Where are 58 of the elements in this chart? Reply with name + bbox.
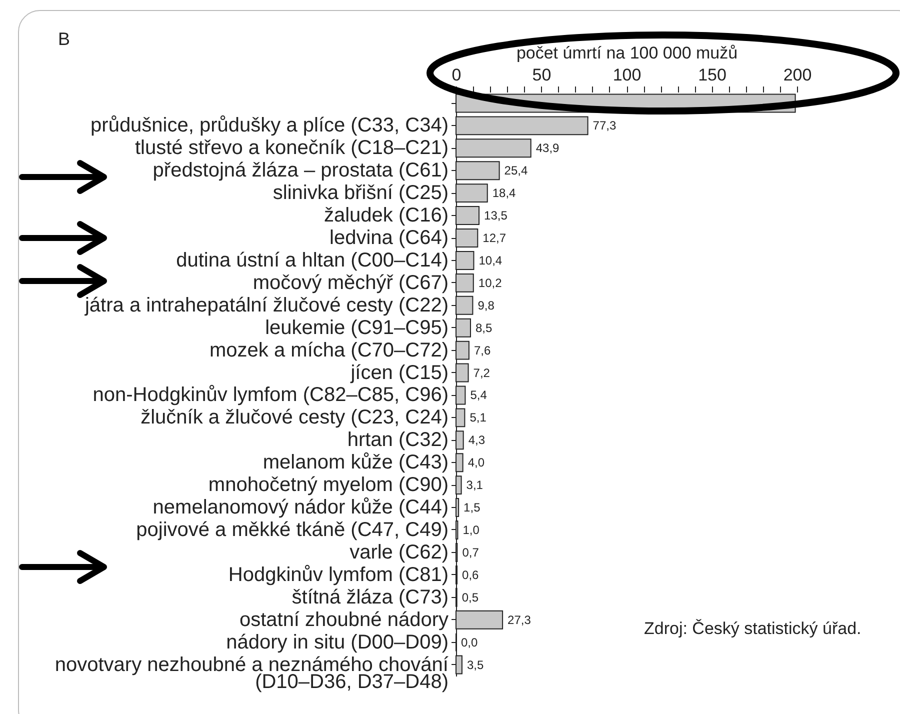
data-label: 13,5 [484, 208, 508, 223]
data-label: 5,4 [470, 388, 488, 402]
data-label: 5,1 [470, 410, 487, 425]
data-label: 3,1 [466, 478, 484, 492]
data-label: 25,4 [504, 164, 528, 178]
x-tick-label: 200 [783, 66, 812, 84]
text: B [58, 29, 70, 50]
data-label: 0,6 [462, 568, 480, 582]
data-label: 77,3 [592, 118, 616, 133]
y-tick-label: ledvina (C64) [330, 227, 448, 249]
x-tick-label: 50 [532, 66, 552, 84]
y-tick-label: tlusté střevo a konečník (C18–C21) [135, 137, 448, 160]
y-tick-label: slinivka břišní (C25) [272, 182, 448, 204]
y-tick-label: předstojná žláza – prostata (C61) [152, 160, 448, 182]
x-tick-label: 100 [612, 66, 642, 84]
x-axis-title: počet úmrtí na 100 000 mužů [516, 44, 738, 62]
y-tick-label: močový měchýř (C67) [252, 272, 448, 294]
data-label: 12,7 [482, 231, 506, 245]
y-tick-label: ostatní zhoubné nádory [239, 608, 448, 631]
x-tick-label: 150 [698, 66, 726, 84]
annotation: Zdroj: Český statistický úřad. [644, 619, 862, 639]
data-label: 27,3 [508, 612, 532, 627]
y-tick-label: mnohočetný myelom (C90) [208, 474, 448, 496]
y-tick-label: játra a intrahepatální žlučové cesty (C22) [84, 294, 448, 316]
data-label: 9,8 [478, 298, 495, 312]
y-tick-label: žlučník a žlučové cesty (C23, C24) [140, 406, 448, 429]
y-tick-label: nádory in situ (D00–D09) [226, 631, 448, 654]
y-tick-label: žaludek (C16) [324, 204, 448, 227]
data-label: 7,2 [473, 366, 490, 380]
data-label: 4,0 [468, 456, 485, 470]
data-label: 8,5 [475, 320, 492, 335]
data-label: 1,0 [462, 523, 480, 537]
y-tick-label: průdušnice, průdušky a plíce (C33, C34) [90, 114, 448, 137]
data-label: 4,3 [468, 433, 486, 448]
data-label: 3,5 [466, 658, 484, 672]
y-tick-label: leukemie (C91–C95) [265, 316, 448, 339]
y-tick-label: hrtan (C32) [347, 429, 448, 452]
y-tick-label: Hodgkinův lymfom (C81) [228, 564, 448, 586]
data-label: 0,0 [461, 635, 478, 650]
data-label: 0,5 [462, 590, 479, 604]
y-tick-label: varle (C62) [350, 541, 448, 564]
data-label: 0,7 [462, 545, 480, 560]
y-tick-label: mozek a mícha (C70–C72) [210, 339, 448, 362]
y-tick-label: non-Hodgkinův lymfom (C82–C85, C96) [92, 384, 448, 406]
y-tick-label: melanom kůže (C43) [262, 452, 448, 474]
y-tick-label: pojivové a měkké tkáně (C47, C49) [136, 519, 448, 541]
data-label: 7,6 [474, 343, 491, 358]
y-tick-label: jícen (C15) [350, 362, 448, 384]
y-tick-label: štítná žláza (C73) [292, 586, 448, 608]
data-label: 10,2 [478, 276, 502, 290]
y-tick-label: novotvary nezhoubné a neznámého chování (D10–D36, D37–D48) [54, 654, 449, 693]
data-label: 18,4 [492, 186, 516, 200]
data-label: 1,5 [464, 500, 481, 515]
data-label: 43,9 [536, 141, 560, 156]
x-tick-label: 0 [452, 66, 462, 84]
data-label: 10,4 [478, 253, 502, 268]
y-tick-label: dutina ústní a hltan (C00–C14) [176, 249, 448, 272]
y-tick-label: nemelanomový nádor kůže (C44) [152, 496, 448, 519]
